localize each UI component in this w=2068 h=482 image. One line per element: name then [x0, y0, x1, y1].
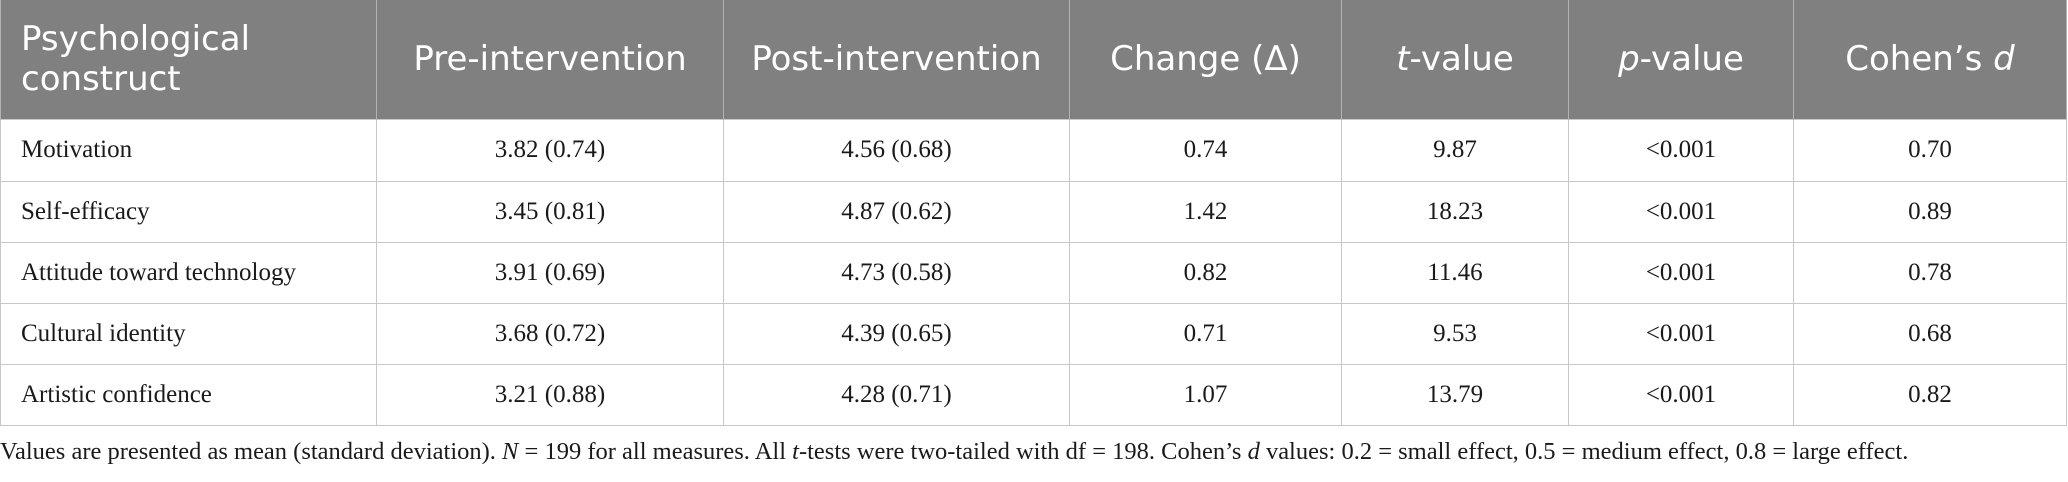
cell-cohens-d: 0.82: [1793, 363, 2067, 426]
cell-p-value: <0.001: [1568, 241, 1794, 304]
header-construct: Psychological construct: [0, 0, 377, 119]
cell-change: 0.74: [1069, 118, 1342, 182]
header-t-value: t-value: [1341, 0, 1569, 119]
header-t-symbol: t: [1396, 39, 1410, 80]
cell-p-value: <0.001: [1568, 302, 1794, 365]
cell-construct: Attitude toward technology: [0, 241, 377, 304]
header-t-suffix: -value: [1409, 39, 1514, 80]
cell-p-value: <0.001: [1568, 118, 1794, 182]
cell-construct: Self-efficacy: [0, 180, 377, 243]
cell-pre: 3.82 (0.74): [376, 118, 724, 182]
table-row: Artistic confidence 3.21 (0.88) 4.28 (0.…: [0, 363, 2067, 426]
cell-cohens-d: 0.68: [1793, 302, 2067, 365]
cell-p-value: <0.001: [1568, 180, 1794, 243]
cell-construct: Cultural identity: [0, 302, 377, 365]
cell-post: 4.56 (0.68): [723, 118, 1070, 182]
footnote-text-2: = 199 for all measures. All: [518, 438, 793, 465]
footnote-d-symbol: d: [1247, 438, 1260, 465]
footnote-text-4: values: 0.2 = small effect, 0.5 = medium…: [1259, 438, 1909, 465]
cell-p-value: <0.001: [1568, 363, 1794, 426]
cell-t-value: 9.53: [1341, 302, 1569, 365]
header-cohens-d: Cohen’s d: [1793, 0, 2067, 119]
table-footnote: Values are presented as mean (standard d…: [0, 437, 2068, 467]
cell-pre: 3.91 (0.69): [376, 241, 724, 304]
header-d-symbol: d: [1993, 39, 2015, 80]
table-row: Attitude toward technology 3.91 (0.69) 4…: [0, 241, 2067, 304]
cell-construct: Artistic confidence: [0, 363, 377, 426]
cell-pre: 3.21 (0.88): [376, 363, 724, 426]
footnote-t-symbol: t: [792, 438, 799, 465]
cell-post: 4.28 (0.71): [723, 363, 1070, 426]
cell-post: 4.87 (0.62): [723, 180, 1070, 243]
header-row: Psychological construct Pre-intervention…: [0, 0, 2067, 119]
cell-change: 0.71: [1069, 302, 1342, 365]
table-row: Self-efficacy 3.45 (0.81) 4.87 (0.62) 1.…: [0, 180, 2067, 243]
cell-post: 4.73 (0.58): [723, 241, 1070, 304]
cell-t-value: 11.46: [1341, 241, 1569, 304]
cell-pre: 3.68 (0.72): [376, 302, 724, 365]
header-post: Post-intervention: [723, 0, 1070, 119]
footnote-text-3: -tests were two-tailed with df = 198. Co…: [798, 438, 1248, 465]
header-p-suffix: -value: [1639, 39, 1744, 80]
cell-construct: Motivation: [0, 118, 377, 182]
cell-cohens-d: 0.70: [1793, 118, 2067, 182]
footnote-text-1: Values are presented as mean (standard d…: [0, 438, 503, 465]
cell-change: 0.82: [1069, 241, 1342, 304]
table-row: Cultural identity 3.68 (0.72) 4.39 (0.65…: [0, 302, 2067, 365]
cell-t-value: 13.79: [1341, 363, 1569, 426]
header-p-symbol: p: [1618, 39, 1640, 80]
cell-cohens-d: 0.78: [1793, 241, 2067, 304]
table-row: Motivation 3.82 (0.74) 4.56 (0.68) 0.74 …: [0, 118, 2067, 182]
cell-change: 1.42: [1069, 180, 1342, 243]
cell-cohens-d: 0.89: [1793, 180, 2067, 243]
cell-pre: 3.45 (0.81): [376, 180, 724, 243]
cell-t-value: 18.23: [1341, 180, 1569, 243]
results-table: Psychological construct Pre-intervention…: [0, 0, 2067, 426]
header-p-value: p-value: [1568, 0, 1794, 119]
cell-t-value: 9.87: [1341, 118, 1569, 182]
header-pre: Pre-intervention: [376, 0, 724, 119]
footnote-n-symbol: N: [502, 438, 519, 465]
cell-post: 4.39 (0.65): [723, 302, 1070, 365]
header-change: Change (Δ): [1069, 0, 1342, 119]
header-d-prefix: Cohen’s: [1845, 39, 1994, 80]
cell-change: 1.07: [1069, 363, 1342, 426]
